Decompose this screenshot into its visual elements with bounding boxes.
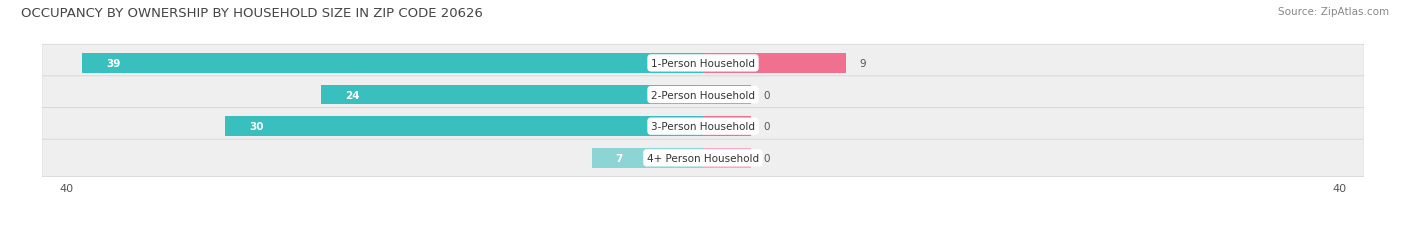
Bar	[321, 85, 703, 105]
Text: 0: 0	[763, 153, 770, 163]
Text: 1-Person Household: 1-Person Household	[651, 59, 755, 69]
Text: 24: 24	[344, 90, 360, 100]
Text: 30: 30	[249, 122, 264, 132]
FancyBboxPatch shape	[42, 108, 1364, 145]
Text: 7: 7	[616, 153, 623, 163]
Bar	[703, 117, 751, 136]
Bar	[703, 85, 751, 105]
Text: 4+ Person Household: 4+ Person Household	[647, 153, 759, 163]
Text: 0: 0	[763, 122, 770, 132]
Text: 39: 39	[105, 59, 121, 69]
Bar	[592, 148, 703, 168]
Text: 2-Person Household: 2-Person Household	[651, 90, 755, 100]
Bar	[82, 54, 703, 73]
Bar	[703, 54, 846, 73]
Bar	[225, 117, 703, 136]
Text: OCCUPANCY BY OWNERSHIP BY HOUSEHOLD SIZE IN ZIP CODE 20626: OCCUPANCY BY OWNERSHIP BY HOUSEHOLD SIZE…	[21, 7, 484, 20]
Text: Source: ZipAtlas.com: Source: ZipAtlas.com	[1278, 7, 1389, 17]
Bar	[703, 148, 751, 168]
FancyBboxPatch shape	[42, 45, 1364, 82]
Text: 9: 9	[859, 59, 866, 69]
Text: 0: 0	[763, 90, 770, 100]
FancyBboxPatch shape	[42, 140, 1364, 177]
Text: 3-Person Household: 3-Person Household	[651, 122, 755, 132]
FancyBboxPatch shape	[42, 76, 1364, 114]
